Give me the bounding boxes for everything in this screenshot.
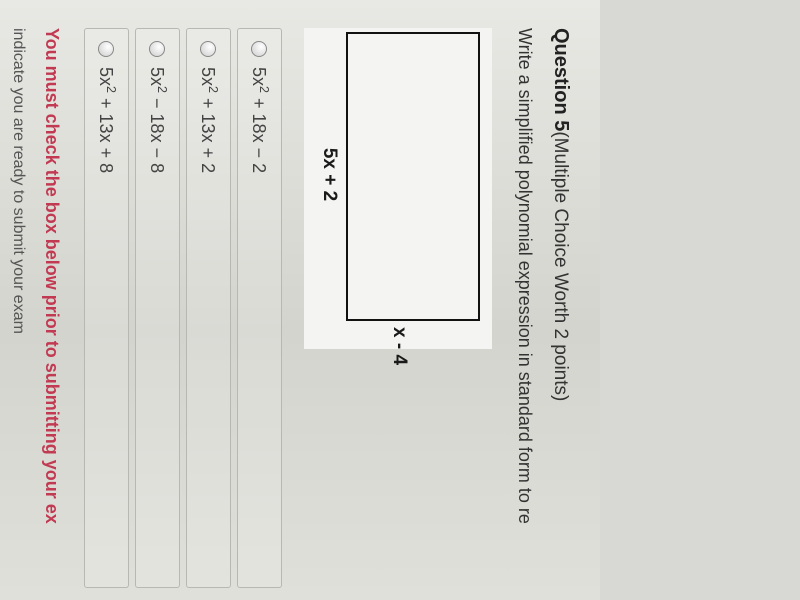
figure-area: x - 4 5x + 2 (304, 28, 492, 349)
option-d[interactable]: 5x2 + 13x + 8 (84, 28, 129, 588)
question-worth: (Multiple Choice Worth 2 points) (550, 131, 571, 401)
radio-icon[interactable] (201, 41, 217, 57)
submit-warning: You must check the box below prior to su… (41, 28, 62, 600)
option-c[interactable]: 5x2 − 18x − 8 (135, 28, 180, 588)
question-number: Question 5 (550, 28, 572, 131)
option-a[interactable]: 5x2 + 18x − 2 (237, 28, 282, 588)
dimension-width-label: 5x + 2 (318, 32, 340, 317)
option-a-text: 5x2 + 18x − 2 (248, 67, 271, 173)
question-prompt: Write a simplified polynomial expression… (514, 28, 535, 600)
radio-icon[interactable] (150, 41, 166, 57)
option-d-text: 5x2 + 13x + 8 (95, 67, 118, 173)
radio-icon[interactable] (252, 41, 268, 57)
options-list: 5x2 + 18x − 2 5x2 + 13x + 2 5x2 − 18x − … (84, 28, 282, 600)
question-header: Question 5(Multiple Choice Worth 2 point… (549, 28, 572, 600)
footer-note: indicate you are ready to submit your ex… (9, 28, 27, 600)
rectangle-shape (346, 32, 480, 321)
option-b[interactable]: 5x2 + 13x + 2 (186, 28, 231, 588)
option-c-text: 5x2 − 18x − 8 (146, 67, 169, 173)
radio-icon[interactable] (99, 41, 115, 57)
option-b-text: 5x2 + 13x + 2 (197, 67, 220, 173)
figure-inner: x - 4 5x + 2 (318, 32, 480, 321)
quiz-page: Question 5(Multiple Choice Worth 2 point… (0, 0, 600, 600)
dimension-height-label: x - 4 (388, 327, 410, 365)
